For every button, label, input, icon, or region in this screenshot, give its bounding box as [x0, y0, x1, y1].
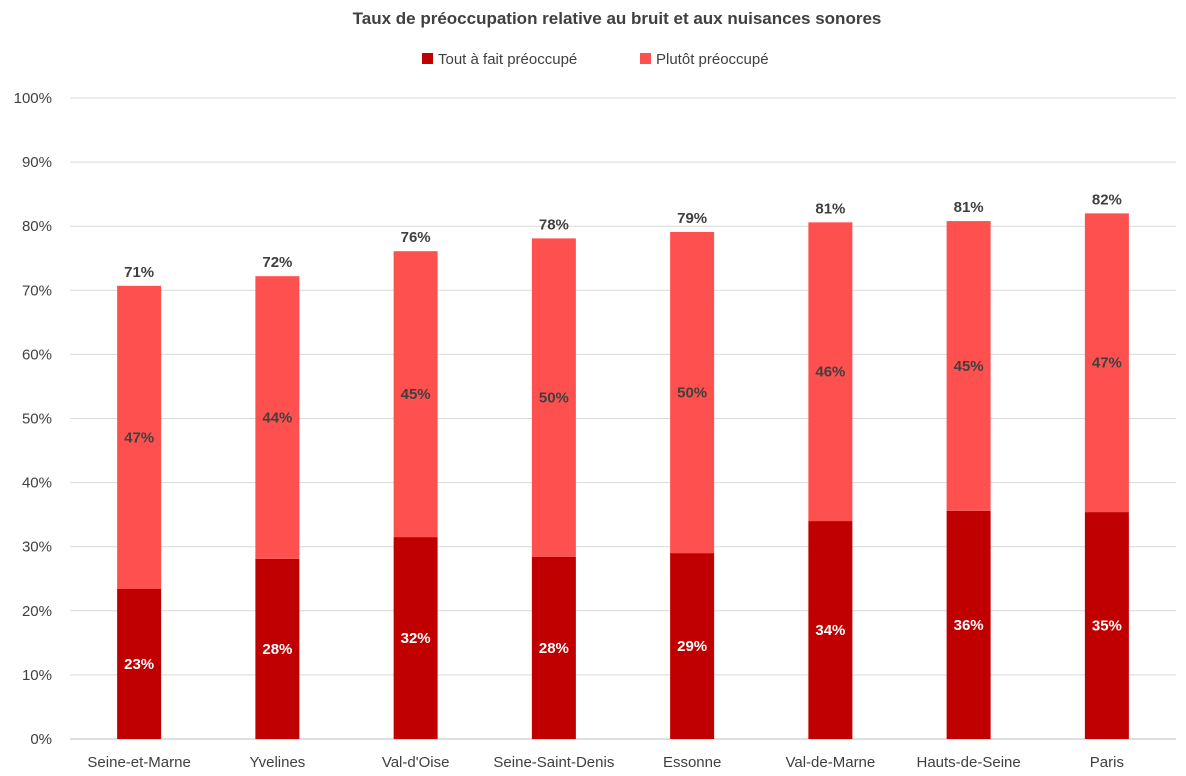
y-tick-label: 50%: [22, 411, 52, 428]
x-category-label: Yvelines: [249, 754, 305, 771]
bar-segment: [1084, 213, 1129, 513]
legend-item: Tout à fait préoccupé: [422, 51, 577, 68]
total-label: 81%: [954, 199, 984, 216]
y-tick-label: 90%: [22, 154, 52, 171]
bar-segment: [393, 537, 438, 739]
data-label: 50%: [677, 385, 707, 402]
legend-swatch: [640, 53, 651, 64]
y-tick-label: 60%: [22, 346, 52, 363]
x-category-label: Seine-et-Marne: [87, 754, 190, 771]
data-label: 47%: [124, 429, 154, 446]
bar-segment: [946, 221, 991, 511]
y-tick-label: 10%: [22, 667, 52, 684]
bar-segment: [808, 521, 853, 739]
x-category-label: Essonne: [663, 754, 721, 771]
bar-segment: [117, 589, 162, 739]
data-label: 36%: [954, 617, 984, 634]
total-label: 78%: [539, 216, 569, 233]
data-label: 35%: [1092, 618, 1122, 635]
total-label: 71%: [124, 264, 154, 281]
bar-segment: [393, 251, 438, 538]
x-category-label: Hauts-de-Seine: [917, 754, 1021, 771]
total-label: 81%: [815, 200, 845, 217]
legend-label: Tout à fait préoccupé: [438, 51, 577, 68]
data-label: 23%: [124, 656, 154, 673]
x-axis-categories: Seine-et-Marne Yvelines Val-d'Oise Seine-Sa…: [87, 754, 1124, 771]
y-tick-label: 0%: [30, 731, 52, 748]
bar-segment: [808, 222, 853, 522]
y-tick-label: 80%: [22, 218, 52, 235]
x-category-label: Paris: [1090, 754, 1124, 771]
x-category-label: Val-d'Oise: [382, 754, 450, 771]
data-label: 45%: [401, 386, 431, 403]
bar-segment: [946, 510, 991, 739]
total-label: 76%: [401, 229, 431, 246]
data-labels: 23% 47% 71% 28% 44% 72% 32% 45% 76% 28% 50% 78% 29% 5…: [124, 191, 1122, 673]
bar-segment: [117, 285, 162, 590]
bars: [117, 213, 1129, 739]
gridlines: [70, 97, 1176, 740]
bar-segment: [670, 231, 715, 554]
y-tick-label: 40%: [22, 475, 52, 492]
bar-segment: [1084, 512, 1129, 739]
y-tick-label: 70%: [22, 282, 52, 299]
x-category-label: Val-de-Marne: [785, 754, 875, 771]
data-label: 46%: [815, 364, 845, 381]
bar-segment: [531, 238, 576, 557]
data-label: 44%: [262, 410, 292, 427]
bar-segment: [255, 276, 300, 559]
total-label: 82%: [1092, 191, 1122, 208]
data-label: 45%: [954, 358, 984, 375]
legend-label: Plutôt préoccupé: [656, 51, 769, 68]
bar-segment: [255, 558, 300, 739]
legend: Tout à fait préoccupé Plutôt préoccupé: [422, 51, 769, 68]
y-tick-label: 100%: [14, 90, 52, 107]
legend-swatch: [422, 53, 433, 64]
y-tick-label: 30%: [22, 539, 52, 556]
data-label: 34%: [815, 622, 845, 639]
total-label: 72%: [262, 254, 292, 271]
chart-title: Taux de préoccupation relative au bruit …: [353, 9, 882, 28]
y-tick-label: 20%: [22, 603, 52, 620]
y-axis-ticks: 0% 10% 20% 30% 40% 50% 60% 70% 80% 90% 100%: [14, 90, 52, 748]
data-label: 47%: [1092, 355, 1122, 372]
x-category-label: Seine-Saint-Denis: [493, 754, 614, 771]
bar-segment: [670, 553, 715, 739]
data-label: 50%: [539, 390, 569, 407]
data-label: 28%: [539, 640, 569, 657]
bar-segment: [531, 556, 576, 739]
legend-item: Plutôt préoccupé: [640, 51, 769, 68]
data-label: 32%: [401, 630, 431, 647]
data-label: 28%: [262, 641, 292, 658]
data-label: 29%: [677, 638, 707, 655]
total-label: 79%: [677, 210, 707, 227]
